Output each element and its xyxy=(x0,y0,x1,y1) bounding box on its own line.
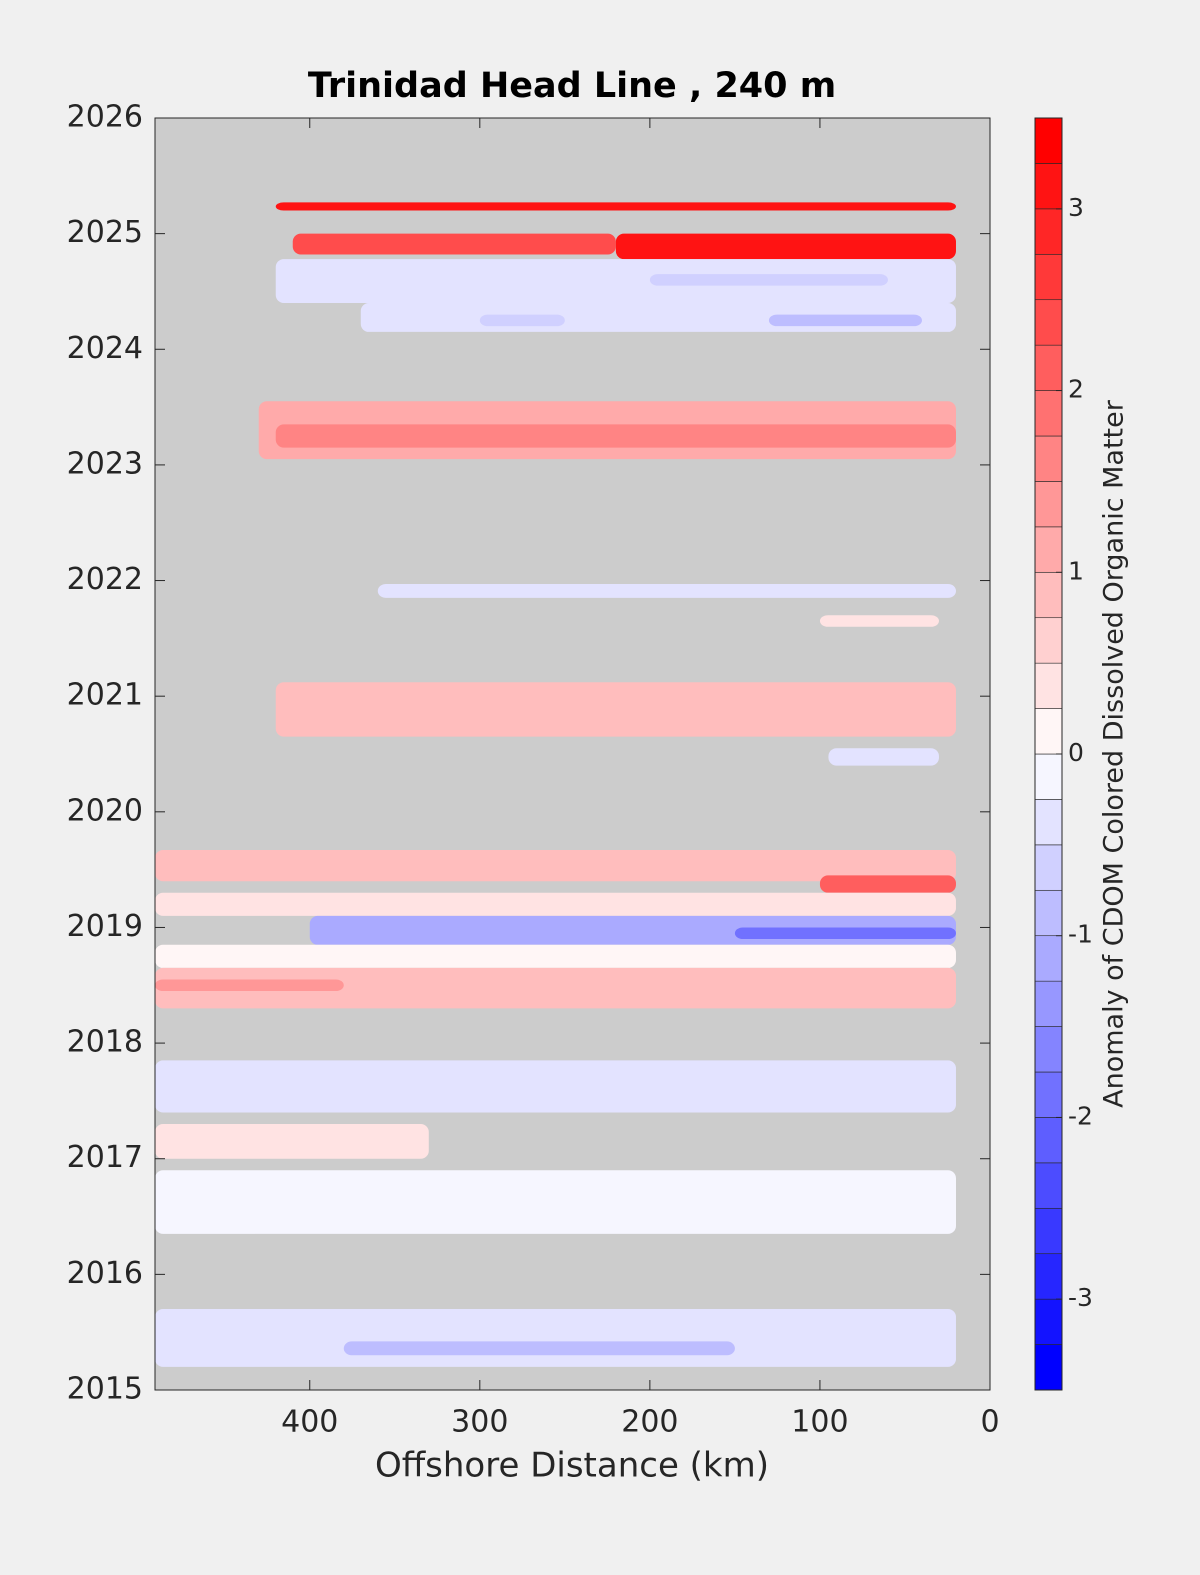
y-tick-label: 2022 xyxy=(67,562,143,597)
plot-frame xyxy=(154,117,991,1391)
colorbar-segment xyxy=(1034,1344,1063,1391)
colorbar-segment xyxy=(1034,344,1063,391)
y-tick-label: 2015 xyxy=(67,1372,143,1407)
colorbar-tick-label: -3 xyxy=(1068,1283,1093,1312)
contour-patch xyxy=(275,259,956,304)
y-tick-label: 2024 xyxy=(67,331,143,366)
contour-patch xyxy=(819,615,939,627)
colorbar-segment xyxy=(1034,481,1063,528)
x-tick-label: 100 xyxy=(791,1405,848,1440)
colorbar-segment xyxy=(1034,526,1063,573)
colorbar-segment xyxy=(1034,980,1063,1027)
contour-patch xyxy=(155,849,956,882)
contour-patch xyxy=(155,1060,956,1113)
contour-patch xyxy=(155,967,956,1009)
contour-patch xyxy=(155,892,956,916)
contour-patch xyxy=(155,979,344,992)
colorbar-segment xyxy=(1034,435,1063,482)
contour-patch xyxy=(828,748,939,766)
colorbar-segment xyxy=(1034,708,1063,755)
colorbar-segment xyxy=(1034,1071,1063,1118)
contour-patch xyxy=(155,1309,956,1367)
colorbar-segment xyxy=(1034,208,1063,255)
y-tick-label: 2017 xyxy=(67,1140,143,1175)
y-tick-label: 2026 xyxy=(67,100,143,135)
colorbar-segment xyxy=(1034,799,1063,846)
y-tick-label: 2019 xyxy=(67,909,143,944)
colorbar-segment xyxy=(1034,935,1063,982)
colorbar-label: Anomaly of CDOM Colored Dissolved Organi… xyxy=(1099,399,1130,1108)
contour-patch xyxy=(275,424,956,448)
colorbar-tick-label: 1 xyxy=(1068,556,1084,585)
y-tick-label: 2021 xyxy=(67,678,143,713)
colorbar-segment xyxy=(1034,1026,1063,1073)
contour-patch xyxy=(275,682,956,737)
contour-patch xyxy=(479,314,565,327)
x-tick-label: 200 xyxy=(621,1405,678,1440)
colorbar-segment xyxy=(1034,1162,1063,1209)
colorbar-tick-label: 0 xyxy=(1068,738,1084,767)
colorbar-segment xyxy=(1034,753,1063,800)
y-tick-label: 2023 xyxy=(67,446,143,481)
x-tick-label: 300 xyxy=(451,1405,508,1440)
colorbar-segment xyxy=(1034,617,1063,664)
colorbar-tick-label: 2 xyxy=(1068,375,1084,404)
y-tick-label: 2020 xyxy=(67,793,143,828)
contour-patch xyxy=(275,202,956,211)
contour-patch xyxy=(649,274,888,286)
colorbar-segment xyxy=(1034,662,1063,709)
y-tick-label: 2018 xyxy=(67,1025,143,1060)
contour-patch xyxy=(377,584,956,598)
x-tick-label: 0 xyxy=(980,1405,999,1440)
x-tick-label: 400 xyxy=(281,1405,338,1440)
contour-patch xyxy=(155,1170,956,1234)
chart-title: Trinidad Head Line , 240 m xyxy=(308,66,836,106)
colorbar-segment xyxy=(1034,1117,1063,1164)
colorbar-segment xyxy=(1034,1253,1063,1300)
colorbar-segment xyxy=(1034,1207,1063,1255)
y-tick-label: 2016 xyxy=(67,1256,143,1291)
colorbar-segment xyxy=(1034,299,1063,346)
y-tick-label: 2025 xyxy=(67,215,143,250)
contour-patch xyxy=(343,1341,735,1356)
contour-patch xyxy=(292,233,616,255)
contour-patch xyxy=(615,233,956,260)
colorbar-tick-label: 3 xyxy=(1068,193,1084,222)
colorbar-tick-label: -2 xyxy=(1068,1101,1093,1130)
colorbar-segment xyxy=(1034,889,1063,937)
x-axis-label: Offshore Distance (km) xyxy=(375,1446,769,1486)
colorbar-segment xyxy=(1034,117,1063,164)
contour-patch xyxy=(768,314,922,327)
colorbar-segment xyxy=(1034,571,1063,619)
colorbar-segment xyxy=(1034,390,1063,437)
colorbar-segment xyxy=(1034,1298,1063,1345)
contour-patch xyxy=(155,1124,429,1159)
contour-patch xyxy=(819,875,956,893)
colorbar-segment xyxy=(1034,253,1063,301)
colorbar-segment xyxy=(1034,844,1063,891)
colorbar-segment xyxy=(1034,163,1063,210)
contour-patch xyxy=(734,927,956,940)
contour-patch xyxy=(155,944,956,968)
colorbar-tick-label: -1 xyxy=(1068,920,1093,949)
